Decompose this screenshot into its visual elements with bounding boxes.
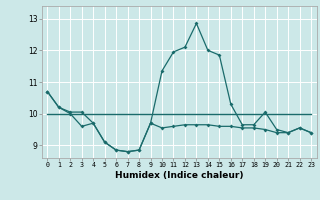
X-axis label: Humidex (Indice chaleur): Humidex (Indice chaleur) bbox=[115, 171, 244, 180]
